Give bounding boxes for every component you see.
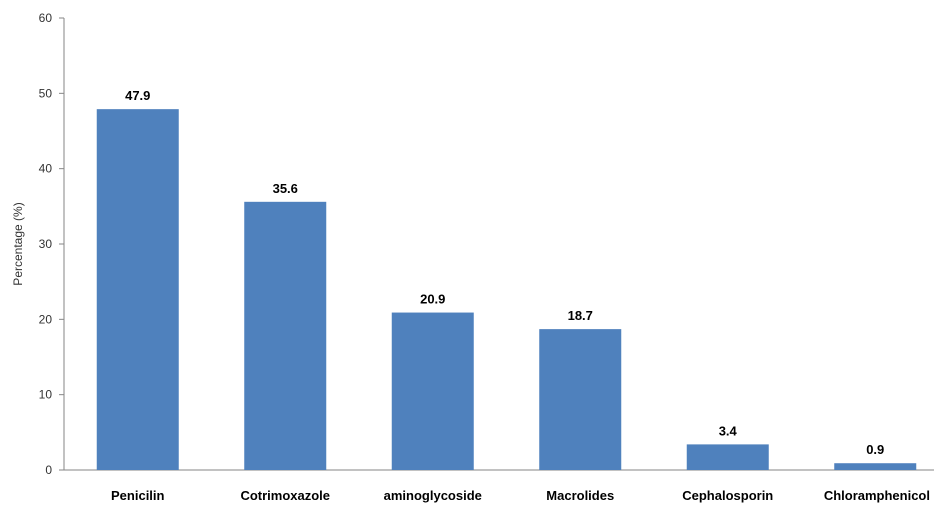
- y-tick-label: 0: [45, 463, 52, 477]
- x-category-label: Penicilin: [111, 488, 165, 503]
- bar: [686, 444, 769, 470]
- bar: [834, 463, 917, 470]
- y-tick-label: 40: [39, 162, 53, 176]
- bar-value-label: 47.9: [125, 88, 150, 103]
- bars: 47.9 Penicilin 35.6 Cotrimoxazole 20.9 aminog…: [96, 88, 930, 503]
- y-tick-label: 10: [39, 388, 53, 402]
- x-category-label: Cephalosporin: [682, 488, 773, 503]
- bar-value-label: 0.9: [866, 442, 884, 457]
- y-axis-title: Percentage (%): [11, 202, 25, 285]
- bar-value-label: 20.9: [420, 292, 445, 307]
- bar: [539, 329, 622, 470]
- bar-value-label: 18.7: [568, 308, 593, 323]
- y-tick-label: 30: [39, 237, 53, 251]
- bar: [244, 201, 327, 470]
- y-tick-label: 20: [39, 312, 53, 326]
- bar: [391, 312, 474, 470]
- bar-value-label: 3.4: [719, 423, 738, 438]
- bar: [96, 109, 179, 471]
- x-category-label: aminoglycoside: [384, 488, 482, 503]
- x-category-label: Chloramphenicol: [824, 488, 930, 503]
- y-axis-ticks: 0 10 20 30 40 50 60: [39, 11, 64, 477]
- y-tick-label: 60: [39, 11, 53, 25]
- x-category-label: Macrolides: [546, 488, 614, 503]
- y-tick-label: 50: [39, 86, 53, 100]
- x-category-label: Cotrimoxazole: [240, 488, 330, 503]
- bar-value-label: 35.6: [273, 181, 298, 196]
